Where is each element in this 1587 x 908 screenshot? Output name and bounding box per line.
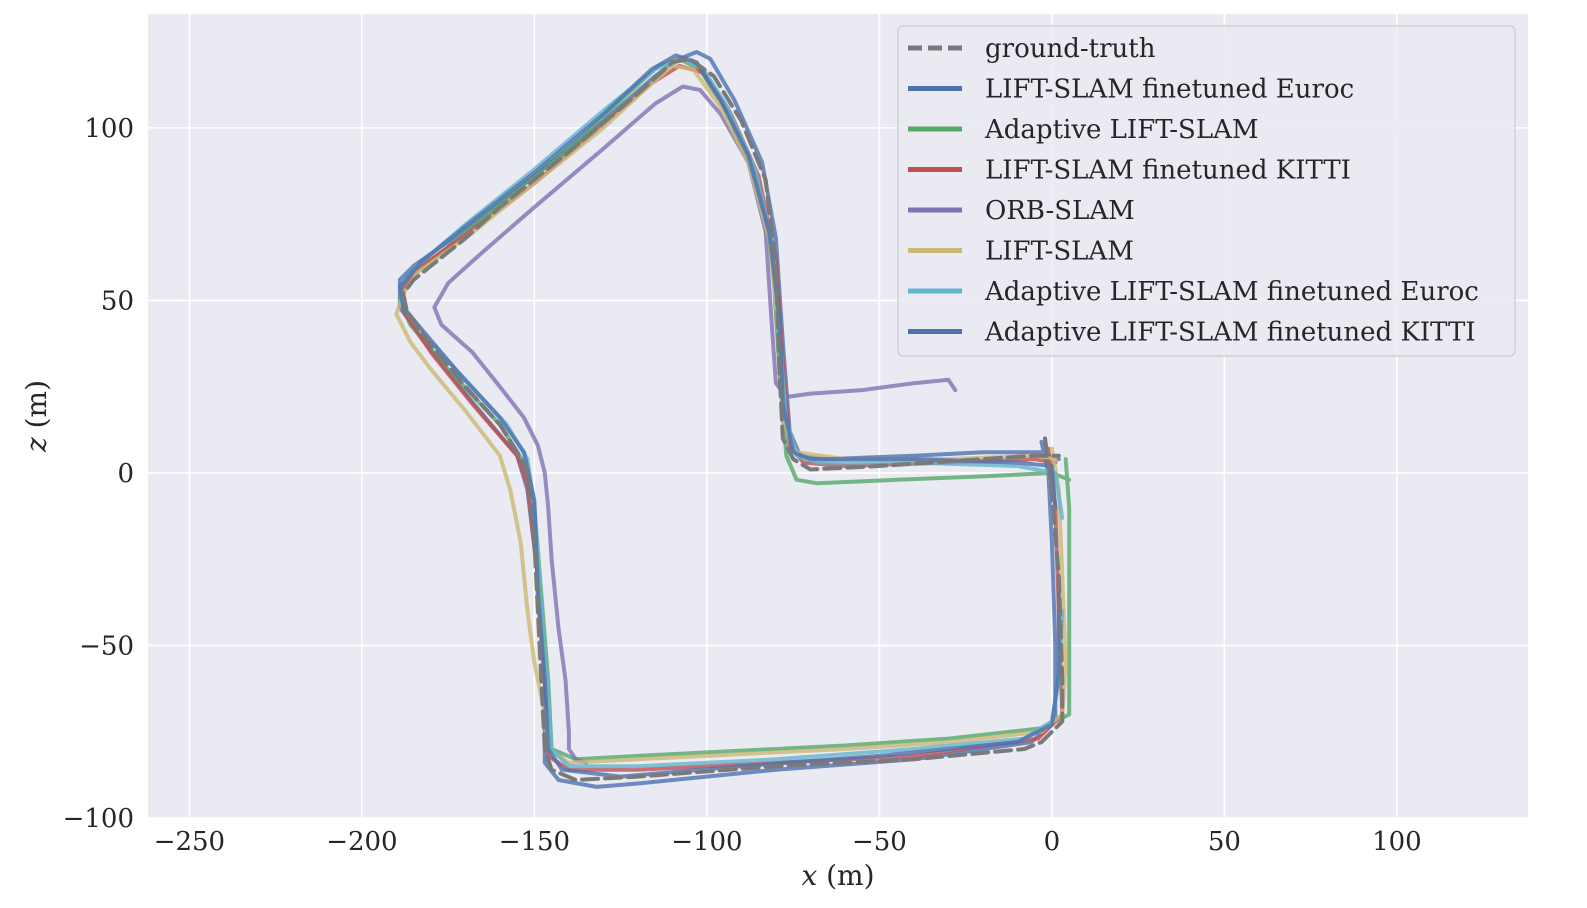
y-tick-labels: −100 −50 0 50 100 — [63, 114, 134, 834]
series-layer — [394, 50, 1072, 789]
legend-label: Adaptive LIFT-SLAM finetuned KITTI — [984, 318, 1476, 348]
legend: ground-truth LIFT-SLAM finetuned Euroc Ada… — [897, 25, 1516, 357]
y-axis-var: z — [20, 437, 53, 453]
y-axis-unit: (m) — [20, 380, 53, 437]
y-tick-label: 50 — [101, 286, 134, 316]
x-tick-label: −100 — [671, 827, 742, 857]
x-tick-label: −200 — [326, 827, 397, 857]
x-tick-label: 0 — [1044, 827, 1061, 857]
x-tick-label: −250 — [154, 827, 225, 857]
x-axis-var: x — [801, 859, 817, 892]
legend-label: LIFT-SLAM finetuned Euroc — [985, 75, 1354, 105]
y-tick-label: 0 — [117, 459, 134, 489]
legend-label: ground-truth — [985, 34, 1156, 64]
x-tick-label: 50 — [1208, 827, 1241, 857]
legend-label: ORB-SLAM — [985, 196, 1135, 226]
legend-label: Adaptive LIFT-SLAM finetuned Euroc — [984, 277, 1479, 307]
x-axis-unit: (m) — [817, 859, 874, 892]
legend-label: LIFT-SLAM finetuned KITTI — [985, 156, 1351, 186]
y-axis-label: z (m) — [20, 380, 53, 453]
x-tick-label: 100 — [1372, 827, 1422, 857]
y-tick-label: −50 — [79, 631, 134, 661]
x-tick-label: −50 — [852, 827, 907, 857]
legend-box — [897, 25, 1516, 357]
y-tick-label: −100 — [63, 804, 134, 834]
x-axis-label: x (m) — [801, 859, 874, 892]
legend-label: LIFT-SLAM — [985, 237, 1134, 267]
series-line-0 — [401, 56, 1065, 782]
legend-label: Adaptive LIFT-SLAM — [984, 115, 1259, 145]
x-tick-labels: −250 −200 −150 −100 −50 0 50 100 — [154, 827, 1422, 857]
y-tick-label: 100 — [84, 114, 134, 144]
x-tick-label: −150 — [499, 827, 570, 857]
